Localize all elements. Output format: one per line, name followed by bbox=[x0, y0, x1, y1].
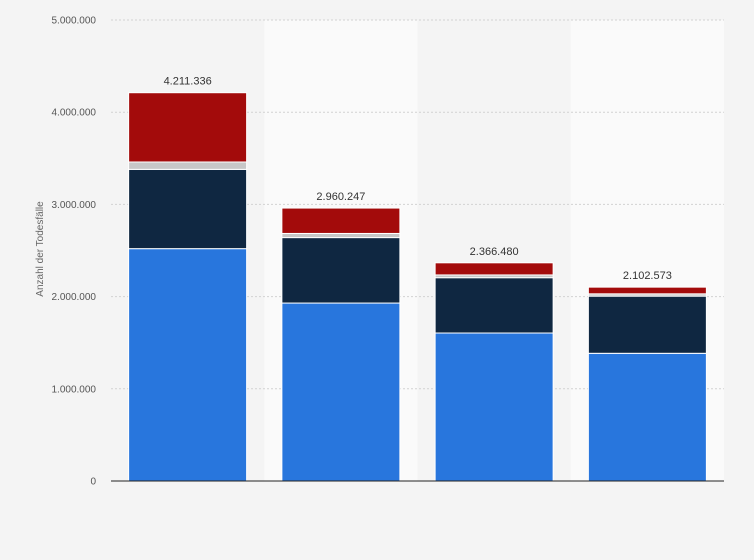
bar-segment-3[interactable] bbox=[128, 161, 248, 170]
y-tick-label: 5.000.000 bbox=[52, 16, 97, 27]
total-label: 2.102.573 bbox=[623, 270, 672, 282]
bar-segment-3[interactable] bbox=[281, 232, 401, 239]
bar-segment-1[interactable] bbox=[281, 302, 401, 482]
bar-segment-4[interactable] bbox=[587, 286, 707, 295]
bar-segment-4[interactable] bbox=[128, 92, 248, 163]
bar-segment-4[interactable] bbox=[281, 207, 401, 234]
y-tick-label: 1.000.000 bbox=[52, 384, 97, 395]
y-axis-label: Anzahl der Todesfälle bbox=[35, 201, 46, 297]
bar-segment-1[interactable] bbox=[587, 352, 707, 482]
total-labels: 4.211.336 2.960.247 2.366.480 2.102.573 bbox=[164, 76, 672, 282]
bars bbox=[128, 92, 707, 482]
y-tick-label: 3.000.000 bbox=[52, 200, 97, 211]
y-tick-label: 2.000.000 bbox=[52, 292, 97, 303]
bar-segment-2[interactable] bbox=[128, 168, 248, 250]
y-tick-label: 0 bbox=[90, 477, 96, 488]
y-axis-ticks: 0 1.000.000 2.000.000 3.000.000 4.000.000 5.0… bbox=[52, 16, 97, 488]
total-label: 2.960.247 bbox=[316, 191, 365, 203]
bar-segment-4[interactable] bbox=[434, 262, 554, 276]
total-label: 2.366.480 bbox=[470, 246, 519, 258]
bar-segment-2[interactable] bbox=[434, 277, 554, 334]
bar-segment-1[interactable] bbox=[434, 332, 554, 482]
bar-segment-1[interactable] bbox=[128, 248, 248, 482]
bar-segment-2[interactable] bbox=[281, 237, 401, 304]
y-tick-label: 4.000.000 bbox=[52, 108, 97, 119]
bar-segment-2[interactable] bbox=[587, 295, 707, 354]
total-label: 4.211.336 bbox=[164, 76, 212, 88]
